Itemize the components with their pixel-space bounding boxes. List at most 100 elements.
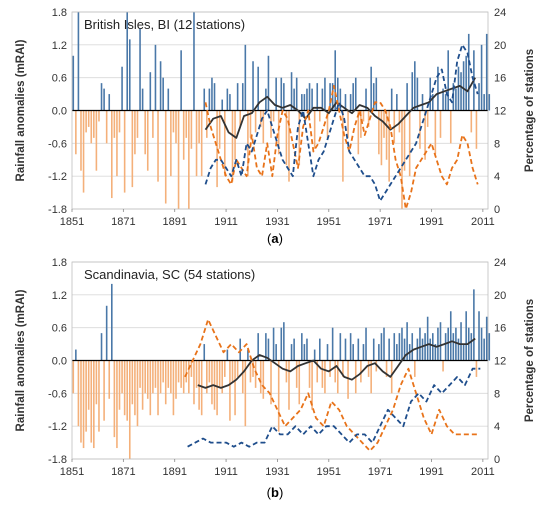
bar [457, 338, 460, 361]
bar [367, 110, 370, 127]
bar [157, 360, 159, 416]
bar [149, 360, 152, 416]
bar [439, 322, 442, 361]
bar [75, 110, 77, 155]
bar [290, 72, 293, 111]
bar [203, 88, 206, 111]
bar [485, 316, 488, 361]
bar [280, 327, 283, 361]
bar [401, 327, 403, 361]
bar [311, 88, 313, 111]
bar [206, 110, 208, 138]
series-line-2 [204, 85, 479, 210]
bar [372, 83, 375, 111]
y-tick-label: 1.8 [52, 257, 67, 269]
bar [370, 66, 372, 111]
bar [285, 360, 288, 383]
bar [390, 88, 393, 111]
bar [162, 360, 164, 383]
bar [159, 61, 162, 111]
bar [406, 83, 408, 111]
bar [111, 110, 113, 199]
bar [170, 110, 172, 177]
bar [416, 338, 419, 361]
y2-tick-label: 4 [494, 421, 500, 433]
x-tick-label: 1931 [265, 216, 289, 228]
bar [103, 88, 105, 111]
bar [473, 289, 475, 361]
bar [100, 333, 103, 361]
bar [85, 110, 87, 133]
bar [462, 61, 465, 111]
y-tick-label: 1.2 [52, 290, 67, 302]
bar [265, 333, 267, 361]
bar [208, 88, 211, 111]
bar [460, 72, 462, 111]
bar [136, 360, 139, 427]
bar [370, 360, 372, 394]
y2-tick-label: 20 [494, 40, 506, 52]
bar [324, 77, 326, 111]
y-axis-title: Rainfall anomalies (mRAI) [15, 39, 27, 181]
bar [316, 360, 319, 383]
bar [437, 66, 439, 111]
bar [198, 110, 200, 144]
bar [455, 88, 457, 111]
x-tick-label: 1871 [111, 466, 135, 478]
bar [100, 83, 103, 111]
bar [455, 327, 457, 361]
x-tick-label: 1991 [419, 216, 443, 228]
x-tick-label: 1891 [162, 466, 186, 478]
bar [344, 94, 347, 111]
bar [226, 349, 229, 361]
bar [241, 360, 244, 394]
bar [190, 360, 193, 377]
bar [301, 94, 303, 111]
bar [90, 360, 93, 443]
bar [113, 360, 116, 438]
bar [352, 344, 354, 361]
bar [344, 338, 347, 361]
bar [108, 360, 111, 399]
bar [480, 44, 483, 111]
y2-tick-label: 12 [494, 356, 506, 368]
bar [131, 110, 134, 188]
bar [82, 110, 85, 193]
bar [170, 360, 172, 394]
y-tick-label: 1.8 [52, 7, 67, 19]
bar [105, 305, 108, 361]
bar [208, 360, 211, 383]
bar [367, 360, 370, 377]
bar [326, 110, 329, 138]
bar [375, 77, 378, 111]
x-tick-label: 1871 [111, 216, 135, 228]
bar [121, 360, 123, 394]
y-tick-label: -1.8 [48, 204, 67, 216]
bar [306, 88, 308, 111]
series-line-2 [184, 318, 478, 452]
bar [75, 349, 77, 361]
bar [149, 72, 152, 111]
bar [349, 333, 352, 361]
bar [383, 110, 385, 138]
bar [236, 360, 239, 377]
bar [116, 110, 118, 177]
bar [347, 110, 349, 138]
bar [311, 360, 313, 410]
bar [211, 360, 213, 405]
bar [206, 360, 208, 394]
bar [447, 327, 449, 361]
bar [483, 338, 485, 361]
bar [226, 88, 229, 111]
bar [342, 110, 344, 182]
bar [429, 77, 432, 111]
bar [462, 344, 465, 361]
bar [105, 110, 108, 144]
bar [172, 360, 175, 416]
bar [193, 360, 195, 405]
x-tick-label: 1891 [162, 216, 186, 228]
bar [229, 94, 231, 111]
bar [470, 333, 473, 361]
bar [131, 360, 134, 405]
